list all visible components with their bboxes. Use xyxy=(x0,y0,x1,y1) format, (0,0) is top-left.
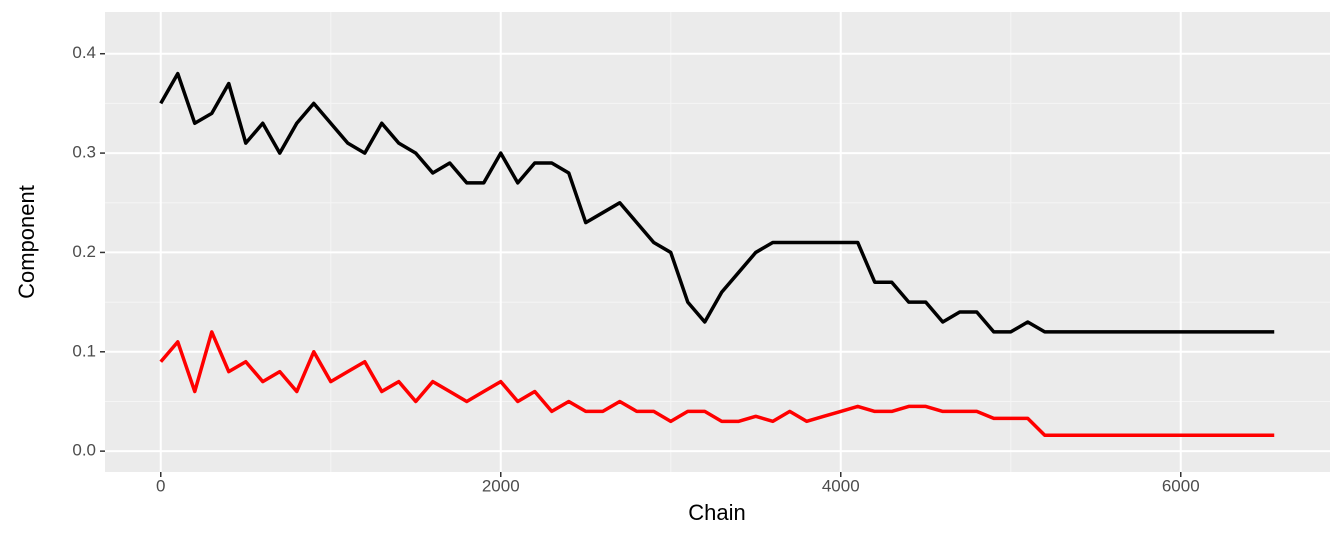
y-tick-label: 0.3 xyxy=(72,143,96,162)
series-line xyxy=(159,330,1275,437)
x-tick-label: 4000 xyxy=(822,476,860,495)
y-tick-label: 0.4 xyxy=(72,43,96,62)
x-tick-label: 6000 xyxy=(1162,476,1200,495)
x-tick-label: 0 xyxy=(156,476,165,495)
panel xyxy=(105,12,1330,472)
y-tick-label: 0.2 xyxy=(72,242,96,261)
y-tick-label: 0.1 xyxy=(72,341,96,360)
y-axis-title: Component xyxy=(14,185,39,299)
x-axis-title: Chain xyxy=(688,500,745,525)
y-tick-label: 0.0 xyxy=(72,441,96,460)
series-line xyxy=(159,71,1275,334)
x-tick-label: 2000 xyxy=(482,476,520,495)
